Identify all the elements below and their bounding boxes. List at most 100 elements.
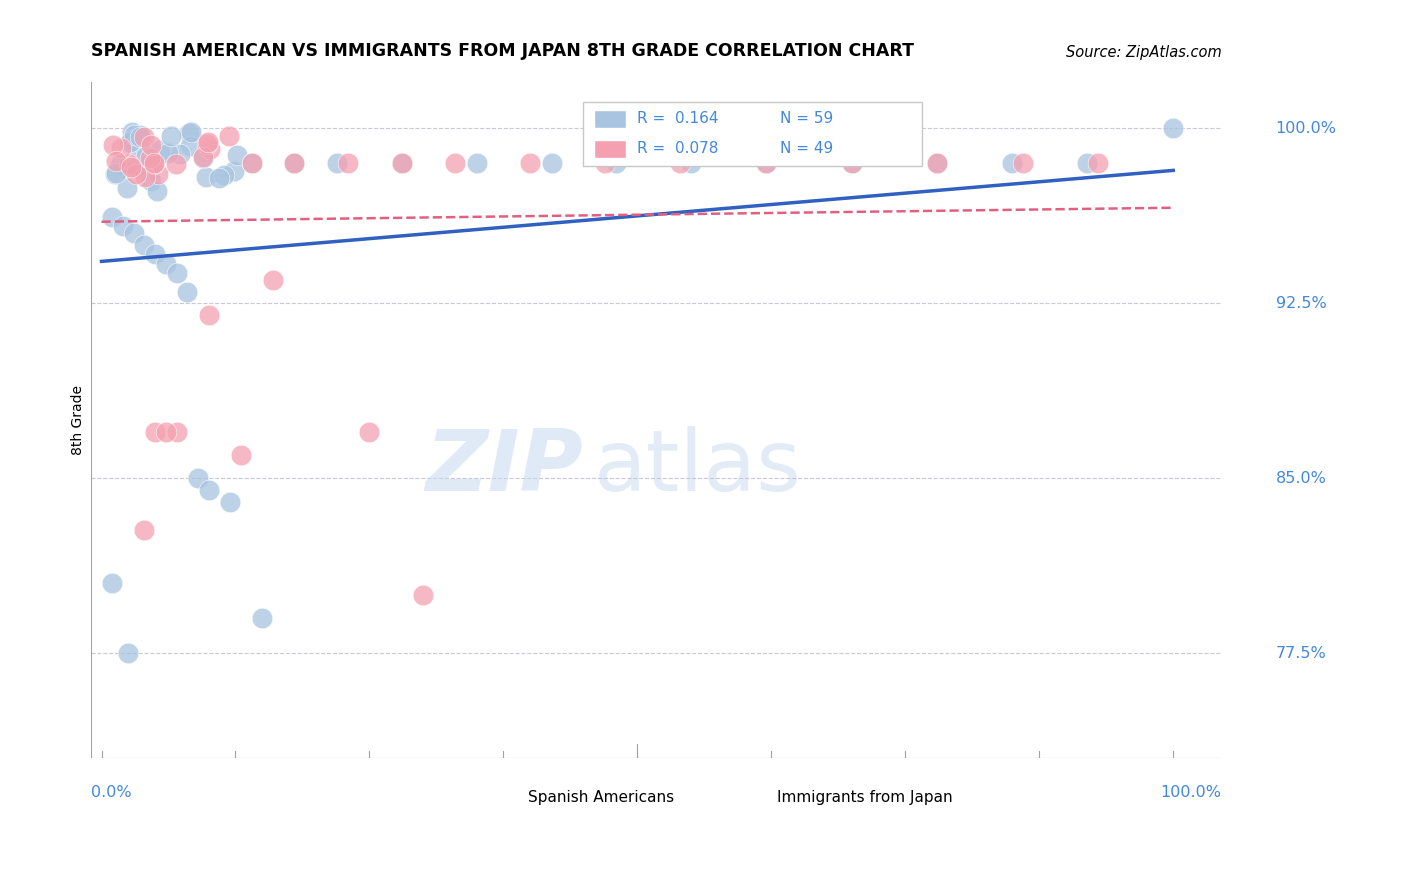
Point — [226, 148, 249, 162]
Point — [519, 156, 541, 170]
Text: atlas: atlas — [593, 425, 801, 508]
Point — [143, 425, 166, 439]
Point — [179, 126, 201, 140]
Point — [111, 219, 134, 234]
FancyBboxPatch shape — [492, 788, 522, 807]
Point — [195, 169, 218, 184]
Point — [141, 138, 163, 153]
Text: ZIP: ZIP — [425, 425, 582, 508]
Text: 85.0%: 85.0% — [1275, 471, 1327, 486]
Point — [224, 164, 246, 178]
Point — [208, 171, 231, 186]
Point — [142, 155, 165, 169]
Point — [138, 163, 160, 178]
Point — [134, 130, 156, 145]
FancyBboxPatch shape — [582, 102, 922, 166]
Point — [149, 143, 172, 157]
Point — [391, 156, 413, 170]
Point — [104, 167, 127, 181]
Point — [927, 156, 949, 170]
Point — [179, 139, 201, 153]
Point — [669, 156, 692, 170]
Point — [110, 141, 132, 155]
Point — [143, 156, 166, 170]
Y-axis label: 8th Grade: 8th Grade — [72, 385, 86, 455]
Point — [1012, 156, 1035, 170]
Point — [134, 238, 156, 252]
Point — [391, 156, 413, 170]
Point — [219, 494, 242, 508]
Point — [128, 130, 150, 145]
Point — [755, 156, 778, 170]
Point — [193, 151, 215, 165]
Point — [593, 156, 616, 170]
Point — [128, 128, 150, 143]
Point — [169, 147, 191, 161]
Point — [198, 142, 221, 156]
Point — [841, 156, 863, 170]
Point — [1087, 156, 1109, 170]
Point — [1001, 156, 1024, 170]
Point — [120, 160, 142, 174]
Text: SPANISH AMERICAN VS IMMIGRANTS FROM JAPAN 8TH GRADE CORRELATION CHART: SPANISH AMERICAN VS IMMIGRANTS FROM JAPA… — [91, 42, 914, 60]
Point — [193, 150, 215, 164]
Text: Spanish Americans: Spanish Americans — [529, 790, 675, 805]
Point — [540, 156, 562, 170]
Point — [141, 157, 163, 171]
Point — [679, 156, 702, 170]
Point — [124, 160, 146, 174]
Point — [176, 285, 198, 299]
Point — [166, 425, 188, 439]
Text: 100.0%: 100.0% — [1160, 785, 1222, 800]
Point — [337, 156, 360, 170]
Point — [134, 169, 156, 184]
Point — [117, 646, 139, 660]
Point — [755, 156, 778, 170]
Point — [108, 158, 131, 172]
Point — [326, 156, 349, 170]
Point — [145, 184, 167, 198]
Text: 0.0%: 0.0% — [91, 785, 131, 800]
Point — [605, 156, 627, 170]
Point — [197, 308, 219, 322]
Point — [134, 523, 156, 537]
Point — [118, 157, 141, 171]
Point — [180, 125, 202, 139]
Text: N = 59: N = 59 — [780, 112, 834, 127]
Point — [197, 483, 219, 497]
Point — [121, 125, 143, 139]
Point — [155, 257, 177, 271]
FancyBboxPatch shape — [593, 140, 626, 158]
Text: 100.0%: 100.0% — [1275, 121, 1337, 136]
Point — [197, 136, 219, 150]
Point — [135, 149, 157, 163]
Point — [218, 129, 240, 144]
Point — [283, 156, 305, 170]
Point — [212, 168, 235, 182]
Point — [115, 181, 138, 195]
Point — [101, 576, 124, 591]
FancyBboxPatch shape — [593, 110, 626, 128]
FancyBboxPatch shape — [741, 788, 770, 807]
Point — [1076, 156, 1098, 170]
Point — [120, 135, 142, 149]
Text: Immigrants from Japan: Immigrants from Japan — [778, 790, 953, 805]
Point — [143, 247, 166, 261]
Point — [124, 167, 146, 181]
Point — [240, 156, 263, 170]
Point — [195, 136, 218, 151]
Text: Source: ZipAtlas.com: Source: ZipAtlas.com — [1066, 45, 1222, 60]
Point — [101, 137, 124, 152]
Point — [927, 156, 949, 170]
Point — [160, 128, 183, 143]
Point — [444, 156, 467, 170]
Point — [1161, 121, 1184, 136]
Point — [146, 167, 169, 181]
Point — [841, 156, 863, 170]
Point — [122, 227, 145, 241]
Text: 92.5%: 92.5% — [1275, 296, 1326, 311]
Point — [122, 128, 145, 142]
Point — [229, 448, 252, 462]
Point — [105, 153, 128, 168]
Point — [240, 156, 263, 170]
